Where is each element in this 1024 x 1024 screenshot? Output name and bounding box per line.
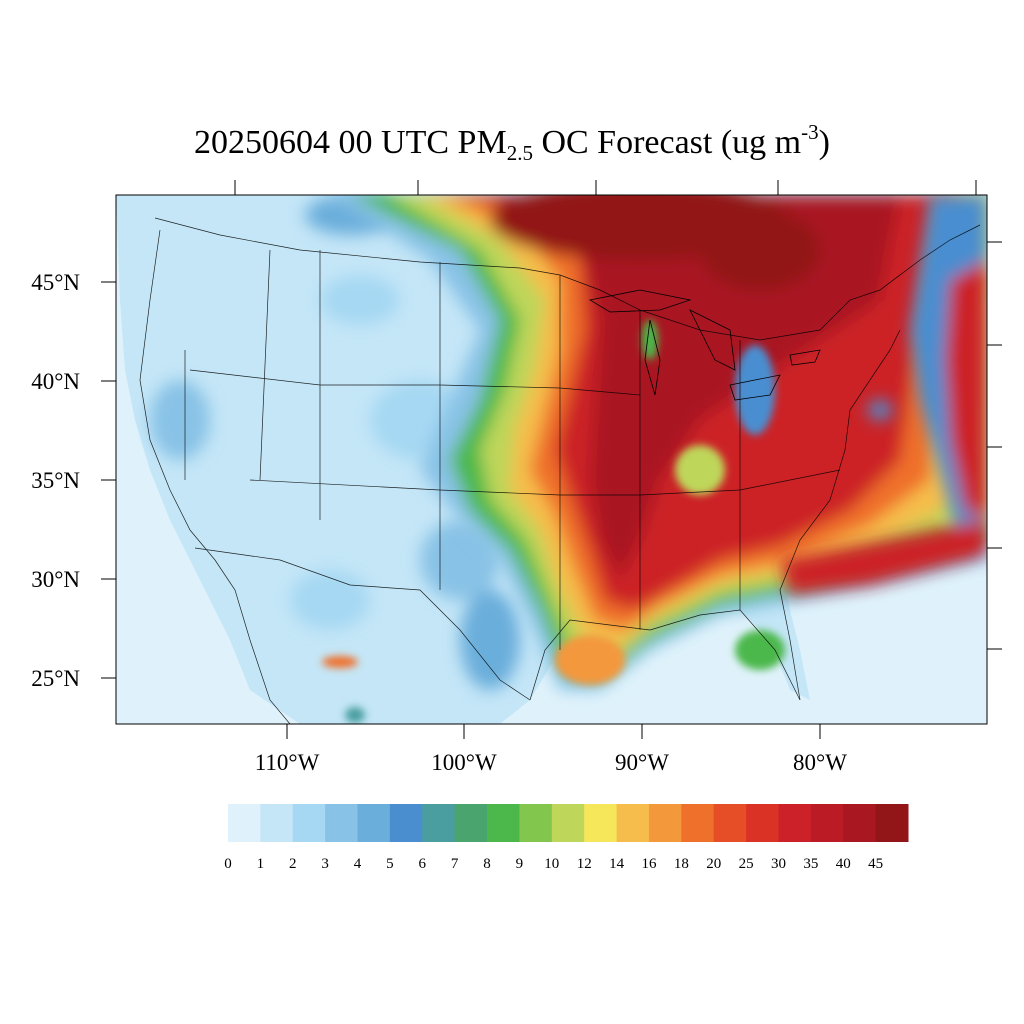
colorbar-label: 18 <box>674 856 689 872</box>
political-boundaries <box>139 217 981 724</box>
colorbar-swatch <box>843 804 877 842</box>
colorbar-swatch <box>389 804 423 842</box>
colorbar-label: 7 <box>451 856 459 872</box>
colorbar-label: 9 <box>516 856 524 872</box>
colorbar-swatch <box>875 804 909 842</box>
colorbar-label: 6 <box>419 856 427 872</box>
colorbar-label: 45 <box>868 856 883 872</box>
lat-label-30: 30°N <box>31 567 80 592</box>
colorbar-label: 0 <box>224 856 232 872</box>
colorbar-swatch <box>778 804 812 842</box>
colorbar-label: 4 <box>354 856 362 872</box>
colorbar-label: 20 <box>706 856 721 872</box>
figure-title: 20250604 00 UTC PM2.5 OC Forecast (ug m-… <box>0 118 1024 168</box>
colorbar-label: 8 <box>483 856 491 872</box>
colorbar-swatch <box>292 804 326 842</box>
map-frame <box>115 194 988 725</box>
colorbar-label: 12 <box>577 856 592 872</box>
colorbar-label: 2 <box>289 856 297 872</box>
colorbar-swatch <box>681 804 715 842</box>
colorbar-swatch <box>487 804 520 842</box>
lat-label-35: 35°N <box>31 468 80 493</box>
colorbar-swatch <box>584 804 618 842</box>
colorbar-label: 40 <box>836 856 851 872</box>
colorbar-label: 3 <box>321 856 329 872</box>
colorbar-label: 14 <box>609 856 625 872</box>
colorbar-swatch <box>519 804 553 842</box>
lon-label-100w: 100°W <box>431 750 497 775</box>
latitude-labels: 45°N 40°N 35°N 30°N 25°N <box>31 270 80 691</box>
colorbar-swatch <box>551 804 585 842</box>
longitude-labels: 110°W 100°W 90°W 80°W <box>255 750 848 775</box>
colorbar-swatch <box>746 804 779 842</box>
title-superscript: -3 <box>801 120 819 144</box>
colorbar-label: 10 <box>544 856 559 872</box>
colorbar-swatch <box>228 804 261 842</box>
concentration-field <box>116 195 987 724</box>
colorbar-swatch <box>810 804 844 842</box>
title-suffix: ) <box>818 124 830 161</box>
colorbar-label: 16 <box>641 856 657 872</box>
colorbar-swatch <box>648 804 682 842</box>
colorbar-swatch <box>422 804 456 842</box>
colorbar-swatch <box>325 804 359 842</box>
colorbar-label: 1 <box>257 856 265 872</box>
lat-label-45: 45°N <box>31 270 80 295</box>
lon-label-80w: 80°W <box>793 750 847 775</box>
colorbar-label: 5 <box>386 856 394 872</box>
colorbar-swatch <box>260 804 294 842</box>
title-subscript: 2.5 <box>506 141 533 165</box>
colorbar-label: 30 <box>771 856 786 872</box>
colorbar-swatch <box>454 804 488 842</box>
colorbar-swatch <box>713 804 747 842</box>
title-prefix: 20250604 00 UTC PM <box>194 124 507 161</box>
great-lakes <box>588 289 821 401</box>
colorbar: 0 1 2 3 4 5 6 7 8 9 10 12 14 16 18 20 25 30 35 40 45 <box>224 804 909 872</box>
lat-label-25: 25°N <box>31 666 80 691</box>
title-middle: OC Forecast (ug m <box>532 124 802 161</box>
colorbar-swatch <box>357 804 391 842</box>
lon-label-110w: 110°W <box>255 750 320 775</box>
colorbar-swatch <box>616 804 650 842</box>
lat-label-40: 40°N <box>31 369 80 394</box>
lon-label-90w: 90°W <box>615 750 669 775</box>
colorbar-label: 25 <box>739 856 754 872</box>
atlantic-plume <box>780 195 987 595</box>
colorbar-label: 35 <box>803 856 818 872</box>
axis-ticks <box>101 180 1002 739</box>
regional-details <box>322 320 785 723</box>
